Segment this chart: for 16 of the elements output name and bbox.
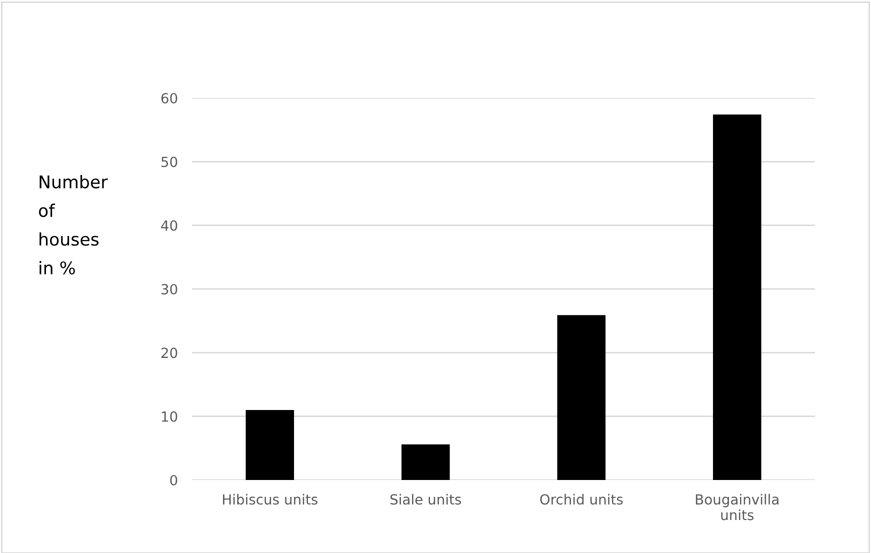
bar: [557, 315, 606, 480]
y-tick-label: 30: [161, 284, 178, 294]
bar: [401, 444, 450, 480]
bar: [712, 114, 762, 480]
bar: [246, 410, 294, 480]
y-tick-label: 10: [162, 411, 178, 422]
y-tick-label: 0: [170, 474, 178, 486]
x-tick-label: Siale units: [390, 494, 462, 505]
y-axis-title: Number of houses in %: [38, 175, 108, 274]
x-tick-label: Bougainvilla units: [696, 494, 778, 520]
y-tick-label: 40: [161, 220, 178, 231]
y-tick-label: 50: [162, 156, 178, 168]
y-tick-label: 20: [161, 348, 178, 358]
x-tick-label: Orchid units: [540, 494, 623, 505]
y-tick-label: 60: [161, 92, 178, 104]
x-tick-label: Hibiscus units: [223, 494, 318, 505]
